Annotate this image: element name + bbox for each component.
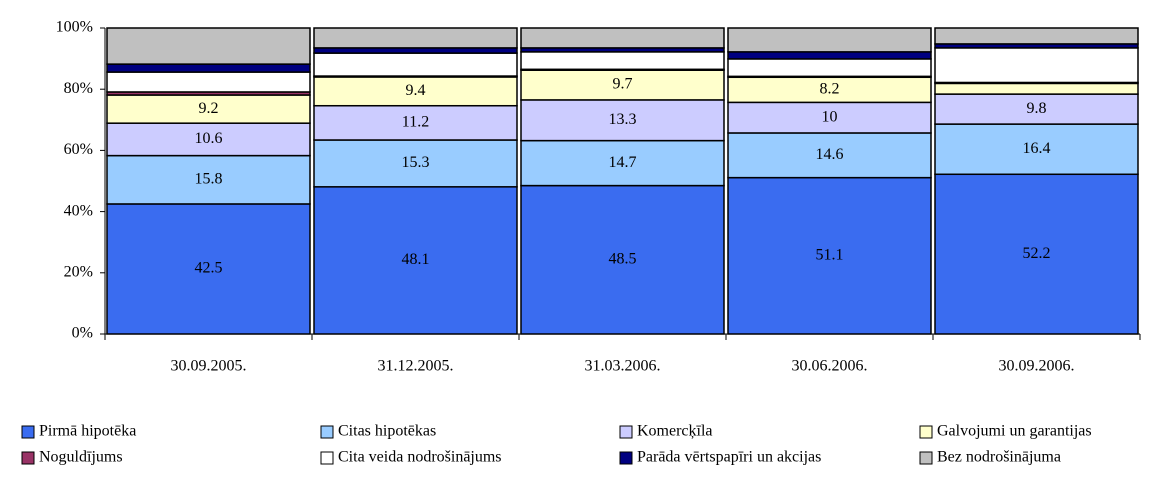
data-label: 51.1 xyxy=(816,246,844,263)
x-tick-label: 31.12.2005. xyxy=(378,358,454,375)
legend-swatch xyxy=(619,451,633,465)
legend-label: Komercķīla xyxy=(637,423,713,440)
y-tick-label: 40% xyxy=(64,202,93,219)
bar-segment xyxy=(313,52,518,77)
legend-label: Cita veida nodrošinājums xyxy=(338,449,502,466)
legend-swatch xyxy=(320,425,334,439)
bar-segment xyxy=(727,176,932,335)
bar-segment xyxy=(934,47,1139,84)
bar-segment xyxy=(727,76,932,104)
bar-segment xyxy=(727,58,932,78)
data-label: 10.6 xyxy=(195,130,223,147)
data-label: 16.4 xyxy=(1023,140,1051,157)
data-label: 13.3 xyxy=(609,111,637,128)
data-label: 11.2 xyxy=(402,114,429,131)
bar-segment xyxy=(313,104,518,141)
bar-segment xyxy=(313,47,518,54)
data-label: 9.4 xyxy=(406,82,426,99)
legend-label: Bez nodrošinājuma xyxy=(937,449,1061,466)
bar-segment xyxy=(520,69,725,101)
data-label: 48.1 xyxy=(402,251,430,268)
bar-segment xyxy=(520,51,725,71)
x-tick-label: 30.06.2006. xyxy=(792,358,868,375)
bar-segment xyxy=(520,27,725,49)
x-tick-label: 30.09.2006. xyxy=(999,358,1075,375)
data-label: 14.6 xyxy=(816,146,844,163)
bar-segment xyxy=(106,122,311,157)
data-label: 52.2 xyxy=(1023,245,1051,262)
x-tick-label: 31.03.2006. xyxy=(585,358,661,375)
legend-swatch xyxy=(21,451,35,465)
data-label: 42.5 xyxy=(195,260,223,277)
y-tick-label: 60% xyxy=(64,141,93,158)
bar-segment xyxy=(520,184,725,335)
y-tick-label: 80% xyxy=(64,80,93,97)
y-tick-label: 20% xyxy=(64,263,93,280)
bar-segment xyxy=(106,154,311,205)
data-label: 15.8 xyxy=(195,170,223,187)
bar-segment xyxy=(727,101,932,134)
bar-segment xyxy=(313,139,518,188)
data-label: 48.5 xyxy=(609,250,637,267)
bar-segment xyxy=(106,63,311,73)
bar-segment xyxy=(727,132,932,179)
bar-segment xyxy=(727,51,932,60)
y-tick-label: 0% xyxy=(72,325,93,342)
bar-segment xyxy=(727,27,932,53)
data-label: 14.7 xyxy=(609,154,637,171)
legend-label: Galvojumi un garantijas xyxy=(937,423,1092,440)
legend-swatch xyxy=(21,425,35,439)
data-label: 9.8 xyxy=(1027,100,1047,117)
legend-label: Citas hipotēkas xyxy=(338,423,436,440)
bar-segment xyxy=(520,99,725,142)
legend-label: Parāda vērtspapīri un akcijas xyxy=(637,449,821,466)
y-tick-label: 100% xyxy=(56,19,93,36)
legend-label: Noguldījums xyxy=(39,449,123,466)
bar-segment xyxy=(313,76,518,107)
bar-segment xyxy=(934,27,1139,45)
legend-swatch xyxy=(919,425,933,439)
data-label: 9.2 xyxy=(199,100,219,117)
x-tick-label: 30.09.2005. xyxy=(171,358,247,375)
legend-swatch xyxy=(919,451,933,465)
legend-swatch xyxy=(320,451,334,465)
data-label: 8.2 xyxy=(820,80,840,97)
data-label: 10 xyxy=(822,108,838,125)
legend-swatch xyxy=(619,425,633,439)
data-label: 9.7 xyxy=(613,76,633,93)
bar-segment xyxy=(313,27,518,49)
bar-segment xyxy=(106,27,311,65)
data-label: 15.3 xyxy=(402,154,430,171)
bar-segment xyxy=(106,71,311,93)
legend-label: Pirmā hipotēka xyxy=(39,423,136,440)
bar-segment xyxy=(934,82,1139,95)
